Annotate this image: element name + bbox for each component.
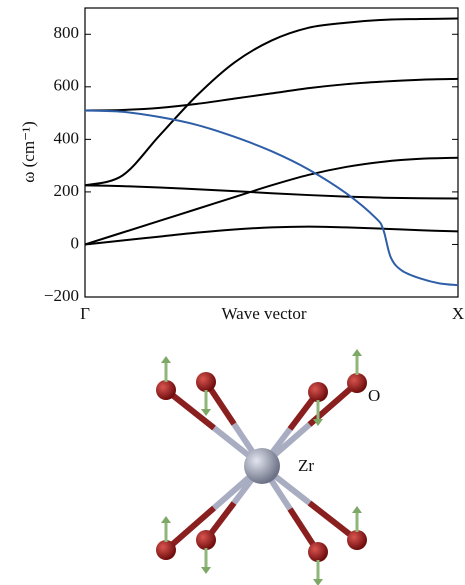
- dispersion-curve: [84, 77, 459, 112]
- y-tick-label: 600: [54, 76, 80, 95]
- atom-label: O: [368, 386, 380, 405]
- bond: [307, 500, 359, 543]
- arrow-head: [352, 506, 362, 513]
- o-atom: [347, 530, 367, 550]
- o-atom: [308, 542, 328, 562]
- y-tick-label: 400: [54, 128, 80, 147]
- plot-frame: [84, 7, 459, 298]
- o-atom: [308, 382, 328, 402]
- y-tick-label: 0: [71, 233, 80, 252]
- x-tick-label: Γ: [80, 304, 90, 323]
- dispersion-curve: [84, 17, 459, 187]
- y-tick-label: 200: [54, 181, 80, 200]
- dispersion-curve: [84, 184, 459, 200]
- arrow-head: [201, 567, 211, 574]
- atom-label: Zr: [298, 456, 314, 475]
- y-tick-label: −200: [44, 286, 79, 305]
- y-axis-label: ω (cm⁻¹): [19, 121, 38, 183]
- o-atom: [347, 373, 367, 393]
- arrow-head: [313, 579, 323, 585]
- arrow-head: [352, 349, 362, 356]
- dispersion-curve: [84, 156, 459, 246]
- x-tick-label: X: [452, 304, 464, 323]
- molecule-diagram: [156, 349, 367, 585]
- y-tick-label: 800: [54, 23, 80, 42]
- arrow-head: [161, 516, 171, 523]
- bond: [164, 505, 216, 553]
- x-axis-label: Wave vector: [222, 304, 307, 323]
- arrow-head: [161, 356, 171, 363]
- zr-atom: [244, 448, 280, 484]
- o-atom: [156, 540, 176, 560]
- o-atom: [196, 372, 216, 392]
- o-atom: [196, 530, 216, 550]
- dispersion-curve: [84, 225, 459, 246]
- dispersion-curve: [84, 109, 459, 287]
- arrow-head: [313, 419, 323, 426]
- arrow-head: [201, 409, 211, 416]
- bond: [164, 387, 216, 431]
- o-atom: [156, 380, 176, 400]
